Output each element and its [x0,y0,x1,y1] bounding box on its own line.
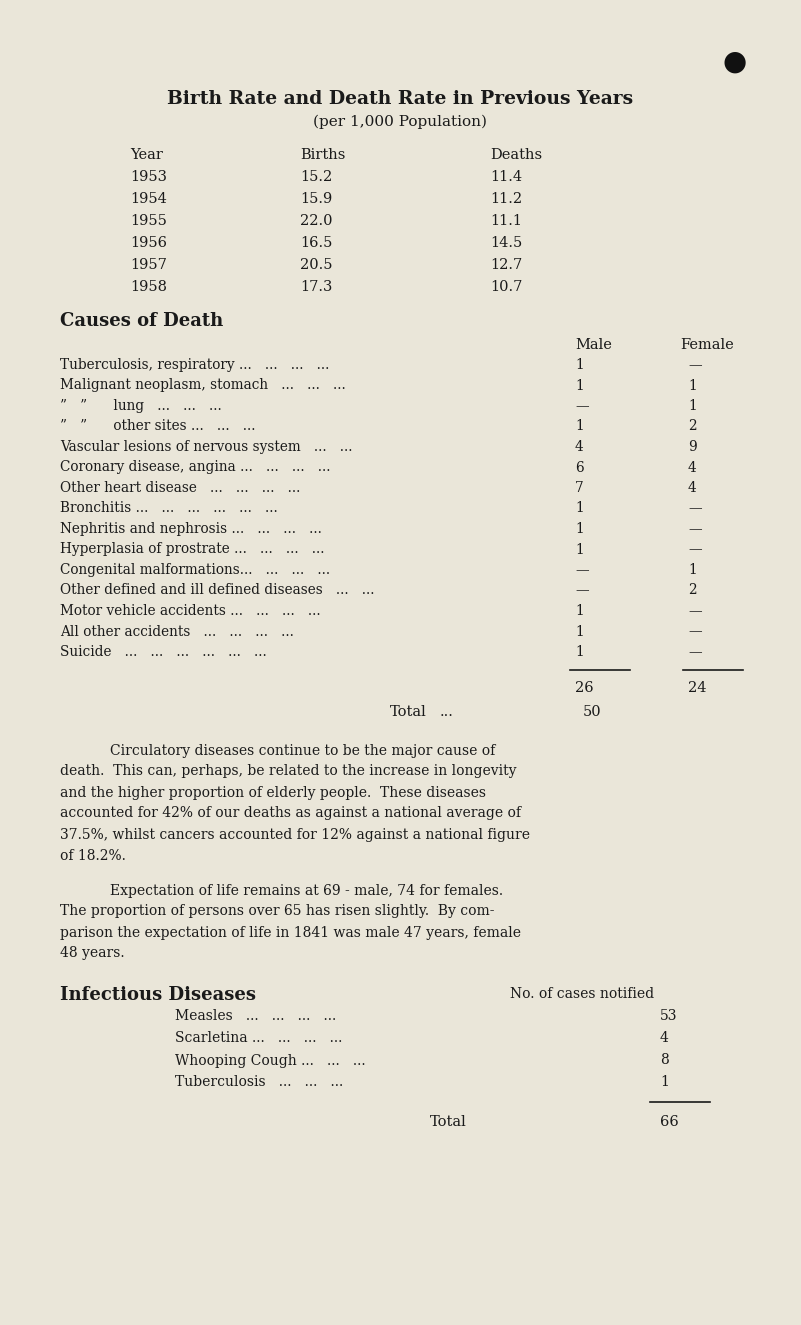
Text: 24: 24 [688,681,706,696]
Text: 1: 1 [575,358,584,372]
Text: 1: 1 [575,379,584,392]
Text: 1: 1 [688,399,697,413]
Text: 1: 1 [575,522,584,537]
Text: of 18.2%.: of 18.2%. [60,848,126,863]
Text: accounted for 42% of our deaths as against a national average of: accounted for 42% of our deaths as again… [60,807,521,820]
Text: Total: Total [430,1116,467,1129]
Text: Expectation of life remains at 69 - male, 74 for females.: Expectation of life remains at 69 - male… [110,884,503,897]
Text: The proportion of persons over 65 has risen slightly.  By com-: The proportion of persons over 65 has ri… [60,905,494,918]
Text: 1953: 1953 [130,170,167,184]
Text: 15.9: 15.9 [300,192,332,205]
Text: 2: 2 [688,420,697,433]
Text: —: — [688,624,702,639]
Text: 1: 1 [688,379,697,392]
Text: No. of cases notified: No. of cases notified [510,987,654,1002]
Text: —: — [575,399,589,413]
Text: 9: 9 [688,440,697,454]
Text: Malignant neoplasm, stomach   ...   ...   ...: Malignant neoplasm, stomach ... ... ... [60,379,346,392]
Text: 4: 4 [688,461,697,474]
Text: Births: Births [300,148,345,162]
Text: 14.5: 14.5 [490,236,522,250]
Text: 10.7: 10.7 [490,280,522,294]
Text: All other accidents   ...   ...   ...   ...: All other accidents ... ... ... ... [60,624,294,639]
Text: parison the expectation of life in 1841 was male 47 years, female: parison the expectation of life in 1841 … [60,925,521,939]
Text: —: — [688,604,702,617]
Text: 1957: 1957 [130,258,167,272]
Text: 66: 66 [660,1116,678,1129]
Text: 12.7: 12.7 [490,258,522,272]
Text: 53: 53 [660,1010,678,1023]
Text: Circulatory diseases continue to be the major cause of: Circulatory diseases continue to be the … [110,743,495,758]
Text: Tuberculosis   ...   ...   ...: Tuberculosis ... ... ... [175,1076,344,1089]
Text: 15.2: 15.2 [300,170,332,184]
Text: Other defined and ill defined diseases   ...   ...: Other defined and ill defined diseases .… [60,583,375,598]
Text: death.  This can, perhaps, be related to the increase in longevity: death. This can, perhaps, be related to … [60,765,517,779]
Text: ●: ● [723,48,747,76]
Text: 11.2: 11.2 [490,192,522,205]
Text: Whooping Cough ...   ...   ...: Whooping Cough ... ... ... [175,1053,365,1068]
Text: —: — [688,358,702,372]
Text: and the higher proportion of elderly people.  These diseases: and the higher proportion of elderly peo… [60,786,486,799]
Text: Infectious Diseases: Infectious Diseases [60,986,256,1003]
Text: —: — [575,583,589,598]
Text: 1955: 1955 [130,215,167,228]
Text: Nephritis and nephrosis ...   ...   ...   ...: Nephritis and nephrosis ... ... ... ... [60,522,322,537]
Text: 17.3: 17.3 [300,280,332,294]
Text: —: — [688,645,702,659]
Text: 22.0: 22.0 [300,215,332,228]
Text: 6: 6 [575,461,584,474]
Text: 16.5: 16.5 [300,236,332,250]
Text: Year: Year [130,148,163,162]
Text: 1956: 1956 [130,236,167,250]
Text: Total: Total [390,705,427,719]
Text: Vascular lesions of nervous system   ...   ...: Vascular lesions of nervous system ... .… [60,440,352,454]
Text: ...: ... [440,705,454,719]
Text: 8: 8 [660,1053,669,1068]
Text: —: — [575,563,589,576]
Text: 20.5: 20.5 [300,258,332,272]
Text: 48 years.: 48 years. [60,946,125,961]
Text: 1: 1 [575,645,584,659]
Text: 2: 2 [688,583,697,598]
Text: 11.4: 11.4 [490,170,522,184]
Text: Suicide   ...   ...   ...   ...   ...   ...: Suicide ... ... ... ... ... ... [60,645,267,659]
Text: 1: 1 [575,604,584,617]
Text: Causes of Death: Causes of Death [60,311,223,330]
Text: Male: Male [575,338,612,352]
Text: 1: 1 [660,1076,669,1089]
Text: 11.1: 11.1 [490,215,522,228]
Text: Coronary disease, angina ...   ...   ...   ...: Coronary disease, angina ... ... ... ... [60,461,331,474]
Text: ”   ”      lung   ...   ...   ...: ” ” lung ... ... ... [60,399,222,413]
Text: —: — [688,501,702,515]
Text: 1: 1 [575,624,584,639]
Text: Deaths: Deaths [490,148,542,162]
Text: 26: 26 [575,681,594,696]
Text: 1958: 1958 [130,280,167,294]
Text: —: — [688,542,702,556]
Text: Hyperplasia of prostrate ...   ...   ...   ...: Hyperplasia of prostrate ... ... ... ... [60,542,324,556]
Text: 37.5%, whilst cancers accounted for 12% against a national figure: 37.5%, whilst cancers accounted for 12% … [60,828,530,841]
Text: 4: 4 [688,481,697,496]
Text: (per 1,000 Population): (per 1,000 Population) [313,115,487,130]
Text: Birth Rate and Death Rate in Previous Years: Birth Rate and Death Rate in Previous Ye… [167,90,633,109]
Text: Other heart disease   ...   ...   ...   ...: Other heart disease ... ... ... ... [60,481,300,496]
Text: 1954: 1954 [130,192,167,205]
Text: 50: 50 [583,705,602,719]
Text: 1: 1 [575,542,584,556]
Text: 4: 4 [575,440,584,454]
Text: 1: 1 [575,420,584,433]
Text: ”   ”      other sites ...   ...   ...: ” ” other sites ... ... ... [60,420,256,433]
Text: 1: 1 [688,563,697,576]
Text: Motor vehicle accidents ...   ...   ...   ...: Motor vehicle accidents ... ... ... ... [60,604,320,617]
Text: Congenital malformations...   ...   ...   ...: Congenital malformations... ... ... ... [60,563,330,576]
Text: —: — [688,522,702,537]
Text: Measles   ...   ...   ...   ...: Measles ... ... ... ... [175,1010,336,1023]
Text: 7: 7 [575,481,584,496]
Text: Tuberculosis, respiratory ...   ...   ...   ...: Tuberculosis, respiratory ... ... ... ..… [60,358,329,372]
Text: Female: Female [680,338,734,352]
Text: Bronchitis ...   ...   ...   ...   ...   ...: Bronchitis ... ... ... ... ... ... [60,501,278,515]
Text: 4: 4 [660,1031,669,1045]
Text: 1: 1 [575,501,584,515]
Text: Scarletina ...   ...   ...   ...: Scarletina ... ... ... ... [175,1031,342,1045]
